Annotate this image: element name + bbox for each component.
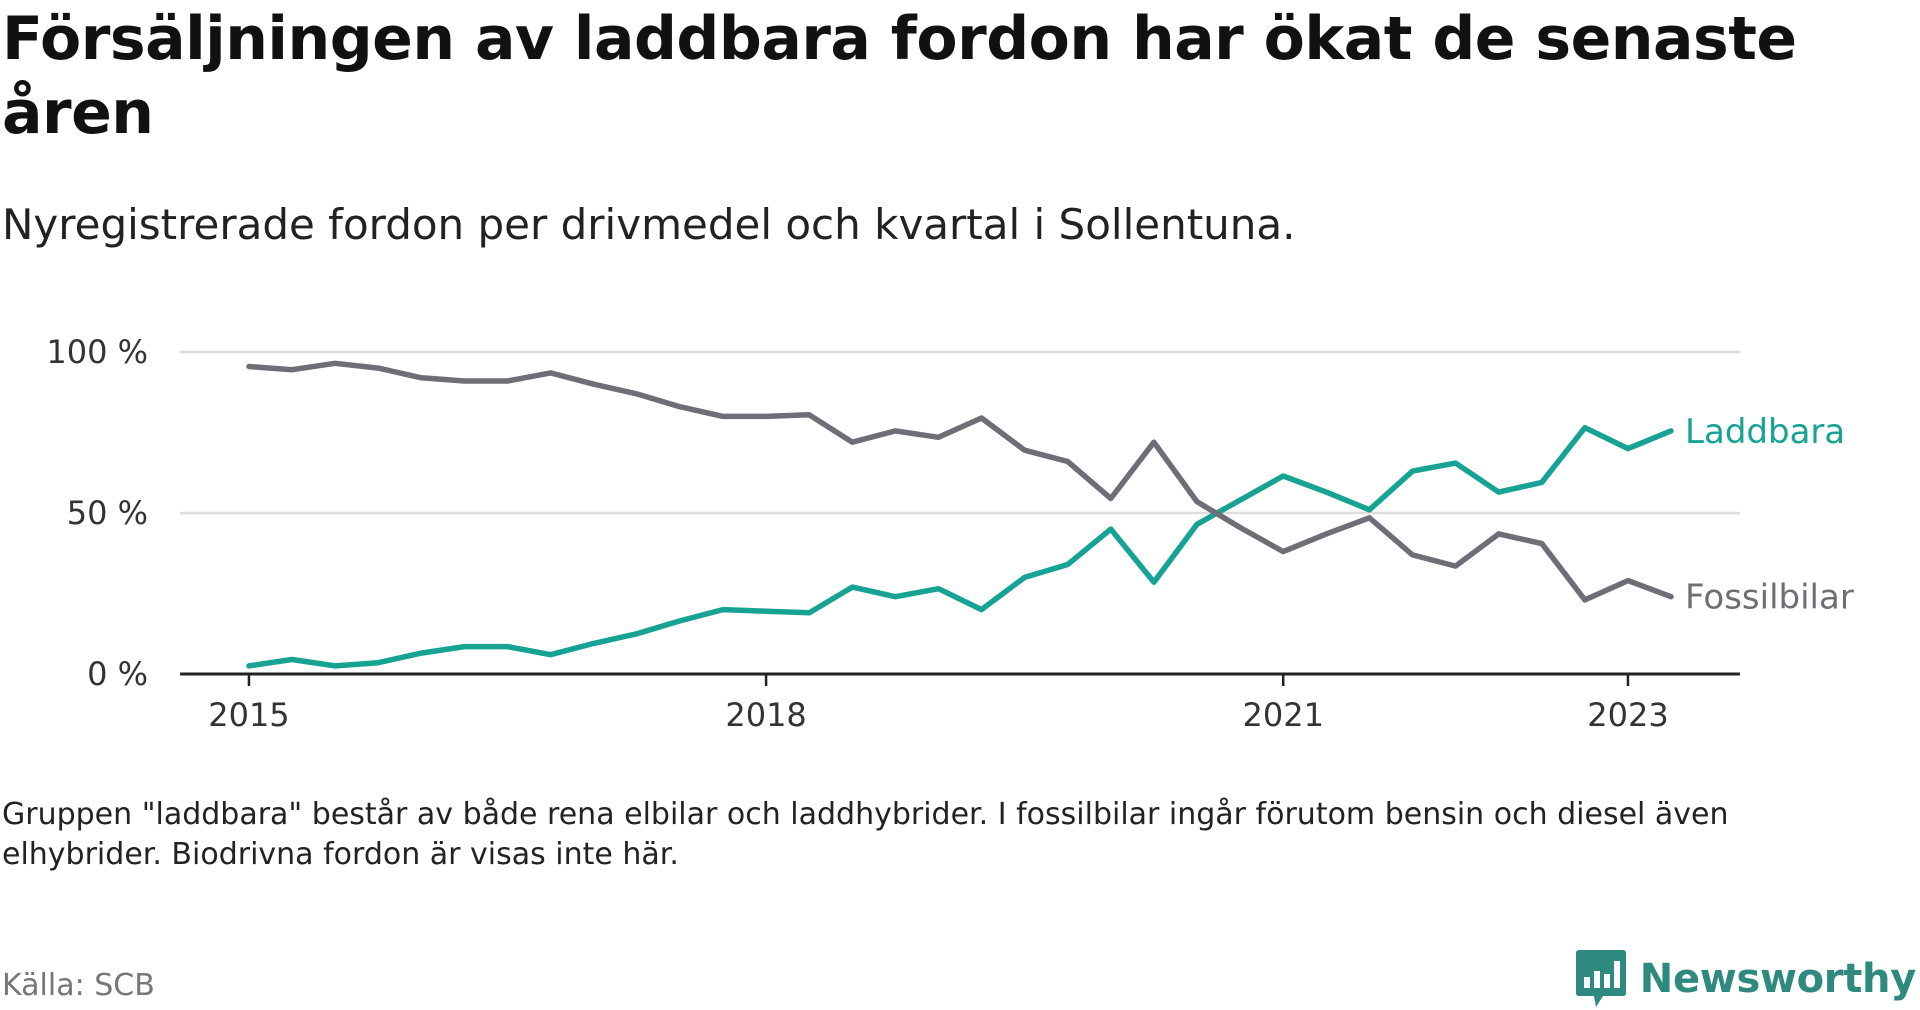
brand-logo: Newsworthy <box>1575 950 1917 1008</box>
x-tick-label: 2015 <box>208 696 289 734</box>
y-tick-label: 50 % <box>67 494 148 532</box>
axes: 0 % 50 % 100 % 2015 2018 2021 2023 <box>46 333 1740 734</box>
x-tick-label: 2023 <box>1587 696 1668 734</box>
series-label-fossil: Fossilbilar <box>1685 578 1854 618</box>
y-tick-label: 0 % <box>87 655 148 693</box>
chart-title: Försäljningen av laddbara fordon har öka… <box>2 4 1797 148</box>
line-chart: 0 % 50 % 100 % 2015 2018 2021 2023 Laddbara Fos… <box>46 333 1854 734</box>
series-labels: Laddbara Fossilbilar <box>1685 412 1854 618</box>
series-line-laddbara <box>246 424 1674 669</box>
series-line-fossil <box>246 360 1674 603</box>
x-tick-label: 2021 <box>1242 696 1323 734</box>
y-tick-label: 100 % <box>46 333 148 371</box>
gridlines <box>180 350 1740 515</box>
series-label-laddbara: Laddbara <box>1685 412 1845 452</box>
chart-subtitle: Nyregistrerade fordon per drivmedel och … <box>2 200 1296 249</box>
x-tick-label: 2018 <box>725 696 806 734</box>
brand-name: Newsworthy <box>1639 956 1917 1002</box>
series-lines <box>246 360 1674 669</box>
newsworthy-logo-icon <box>1575 950 1626 1007</box>
source-credit: Källa: SCB <box>2 968 155 1003</box>
footnote: Gruppen "laddbara" består av både rena e… <box>2 797 1729 872</box>
